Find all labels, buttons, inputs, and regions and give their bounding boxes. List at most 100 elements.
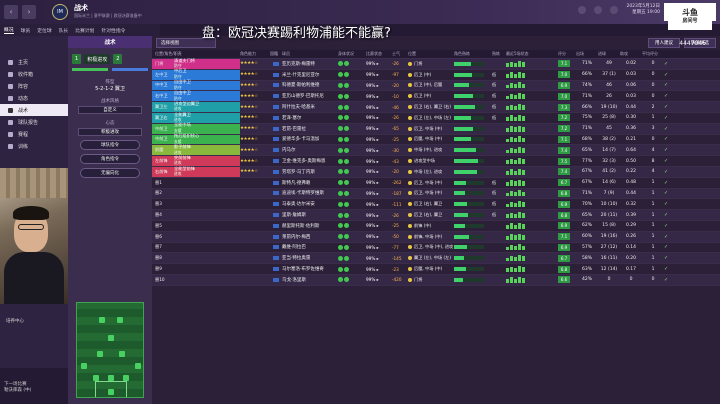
view-select[interactable]: 选择视图: [156, 38, 216, 48]
player-name[interactable]: 科德夏·斯帕利维德: [282, 83, 320, 89]
table-row[interactable]: 替1 斯特凡·德弗赖 99% ▸ -262 后卫, 中场 (中) 低 6.7 6…: [152, 178, 720, 189]
pitch-player-marker[interactable]: [99, 317, 105, 323]
pitch-player-marker[interactable]: [108, 389, 114, 395]
back-icon[interactable]: ‹: [4, 5, 18, 19]
check-icon[interactable]: ✓: [664, 147, 669, 154]
player-name[interactable]: 若昂·巴雷拉: [282, 126, 306, 132]
player-name[interactable]: 内马尔: [282, 148, 296, 154]
check-icon[interactable]: ✓: [664, 222, 669, 229]
player-name[interactable]: 亚历山德罗·巴斯托尼: [282, 94, 324, 100]
tab-set-pieces[interactable]: 定位球: [37, 28, 52, 34]
check-icon[interactable]: ✓: [664, 233, 669, 240]
column-header[interactable]: 球员: [282, 51, 290, 56]
tab-overview[interactable]: 概况: [4, 28, 14, 34]
player-name[interactable]: 亚历克斯·梅雷特: [282, 61, 315, 67]
table-row[interactable]: 右中卫 自由中卫 防守 ★★★★☆ 亚历山德罗·巴斯托尼 99% ▸ -10 后…: [152, 91, 720, 103]
team-instructions-button[interactable]: 球队指令: [80, 140, 140, 150]
check-icon[interactable]: ✓: [664, 104, 669, 111]
pitch-player-marker[interactable]: [93, 375, 99, 381]
tactic-slot-1[interactable]: 1: [72, 54, 82, 64]
player-name[interactable]: 戴维·阿拉巴: [282, 245, 306, 251]
player-name[interactable]: 赫里斯托斯·佐利斯: [282, 223, 320, 229]
check-icon[interactable]: ✓: [664, 212, 669, 219]
notification-icon[interactable]: [610, 6, 619, 14]
check-icon[interactable]: ✓: [664, 276, 669, 283]
check-icon[interactable]: ✓: [664, 266, 669, 273]
sidebar-item-inbox[interactable]: 收件箱: [0, 68, 68, 80]
no-bias-button[interactable]: 无偏向化: [80, 168, 140, 178]
quick-pick-button[interactable]: 快速挑选: [684, 38, 716, 48]
position-cell[interactable]: 替8: [152, 253, 240, 263]
check-icon[interactable]: ✓: [664, 255, 669, 262]
position-cell[interactable]: 左中卫 中后卫 防守: [152, 69, 240, 80]
player-name[interactable]: 里斯·詹姆斯: [282, 213, 306, 219]
table-row[interactable]: 前腰 影子前锋 进攻 ★★★★☆ 内马尔 99% ▸ -30 中场 (中), 进…: [152, 145, 720, 157]
settings-icon[interactable]: [594, 6, 603, 14]
check-icon[interactable]: ✓: [664, 158, 669, 165]
table-row[interactable]: 替6 莱昂内尔·梅西 99% ▸ -50 前锋, 中场 (中) 7.1 60% …: [152, 231, 720, 243]
player-name[interactable]: 乌戈·洛里斯: [282, 277, 306, 283]
column-header[interactable]: 角色能力: [240, 51, 256, 56]
check-icon[interactable]: ✓: [664, 136, 669, 143]
position-cell[interactable]: 替9: [152, 264, 240, 274]
table-row[interactable]: 替2 迪迪埃·卡斯特罗维斯 99% ▸ -187 后卫, 中场 (中) 低 6.…: [152, 188, 720, 200]
position-cell[interactable]: 右前锋 全能型前锋 进攻: [152, 166, 240, 177]
check-icon[interactable]: ✓: [664, 93, 669, 100]
role-instructions-button[interactable]: 角色指令: [80, 154, 140, 164]
sidebar-item-home[interactable]: 主页: [0, 56, 68, 68]
column-header[interactable]: 出场: [576, 51, 584, 56]
table-row[interactable]: 替9 马尔塞洛·布罗佐维奇 99% ▸ -23 后腰, 中场 (中) 6.8 6…: [152, 264, 720, 275]
position-cell[interactable]: 替3: [152, 199, 240, 209]
player-name[interactable]: 斯特凡·德弗赖: [282, 180, 311, 186]
check-icon[interactable]: ✓: [664, 201, 669, 208]
column-header[interactable]: 比赛状态: [366, 51, 382, 56]
table-row[interactable]: 门将 清道夫门将 防守 ★★★★☆ 亚历克斯·梅雷特 99% ▸ -26 门将 …: [152, 58, 720, 70]
table-row[interactable]: 替10 乌戈·洛里斯 99% ▸ -420 门将 6.6 42% 0 0 0 ✓: [152, 274, 720, 286]
table-row[interactable]: 左前锋 突前前锋 进攻 ★★★★☆ 卫金·维克多·奥斯梅恩 99% ▸ -43 …: [152, 155, 720, 167]
column-header[interactable]: 士气: [392, 51, 400, 56]
column-header[interactable]: 角色熟练: [454, 51, 470, 56]
player-name[interactable]: 马泰奥·达尔米安: [282, 202, 315, 208]
check-icon[interactable]: ✓: [664, 60, 669, 67]
check-icon[interactable]: ✓: [664, 168, 669, 175]
table-row[interactable]: 翼卫右 全能翼卫 进攻 ★★★★☆ 若泽·塞尔 99% ▸ -26 后卫 (左)…: [152, 112, 720, 124]
position-cell[interactable]: 中中卫 自由中卫 防守: [152, 80, 240, 91]
sidebar-item-news[interactable]: 动态: [0, 92, 68, 104]
table-row[interactable]: 左中卫 中后卫 防守 ★★★★☆ 米兰·什克里尼亚尔 99% ▸ -97 后卫 …: [152, 69, 720, 81]
club-logo[interactable]: IM: [52, 4, 68, 20]
player-name[interactable]: 迪迪埃·卡斯特罗维斯: [282, 191, 324, 197]
next-match-status[interactable]: 下一场比赛 勒沃库森 (中): [4, 382, 31, 394]
column-header[interactable]: 位置/角色/职责: [155, 51, 182, 56]
table-row[interactable]: 替7 戴维·阿拉巴 99% ▸ -77 后卫, 中场 (中), 进攻 6.9 5…: [152, 243, 720, 254]
table-row[interactable]: 中中卫 自由中卫 防守 ★★★★☆ 科德夏·斯帕利维德 99% ▸ -20 后卫…: [152, 80, 720, 92]
table-row[interactable]: 替4 里斯·詹姆斯 99% ▸ -26 后卫 (右), 翼卫 低 6.8 65%…: [152, 210, 720, 221]
style-select[interactable]: 自定义: [78, 106, 142, 114]
pitch-player-marker[interactable]: [97, 351, 103, 357]
formation-value[interactable]: 5-2-1-2 翼卫: [95, 86, 125, 92]
column-header[interactable]: 评分: [558, 51, 566, 56]
position-cell[interactable]: 翼卫右 全能翼卫 进攻: [152, 112, 240, 123]
pitch-player-marker[interactable]: [108, 375, 114, 381]
position-cell[interactable]: 右中卫 自由中卫 防守: [152, 91, 240, 102]
player-name[interactable]: 莱昂内尔·梅西: [282, 234, 311, 240]
recommend-button[interactable]: 用人建议: [648, 38, 680, 48]
tab-captains[interactable]: 队长: [58, 28, 69, 34]
player-name[interactable]: 劳塔罗·马丁内斯: [282, 169, 315, 175]
position-cell[interactable]: 替10: [152, 275, 240, 285]
check-icon[interactable]: ✓: [664, 179, 669, 186]
tab-players[interactable]: 球员: [20, 28, 31, 34]
player-name[interactable]: 阿什拉夫·哈基米: [282, 105, 315, 111]
player-name[interactable]: 卫金·维克多·奥斯梅恩: [282, 159, 326, 165]
sidebar-item-schedule[interactable]: 赛程: [0, 128, 68, 140]
pitch-player-marker[interactable]: [119, 351, 125, 357]
pitch-player-marker[interactable]: [117, 317, 123, 323]
position-cell[interactable]: 中前卫 全能中场 支援: [152, 123, 240, 134]
tactic-mentality-chip[interactable]: 积极进攻: [84, 54, 111, 64]
position-cell[interactable]: 替5: [152, 221, 240, 231]
position-cell[interactable]: 翼卫左 进攻型边翼卫 进攻: [152, 101, 240, 112]
sidebar-item-squad[interactable]: 阵容: [0, 80, 68, 92]
position-cell[interactable]: 替1: [152, 178, 240, 188]
column-header[interactable]: 国籍: [270, 51, 278, 56]
tab-opposition[interactable]: 针对性指令: [101, 28, 126, 34]
tactic-slot-2[interactable]: 2: [113, 54, 123, 64]
